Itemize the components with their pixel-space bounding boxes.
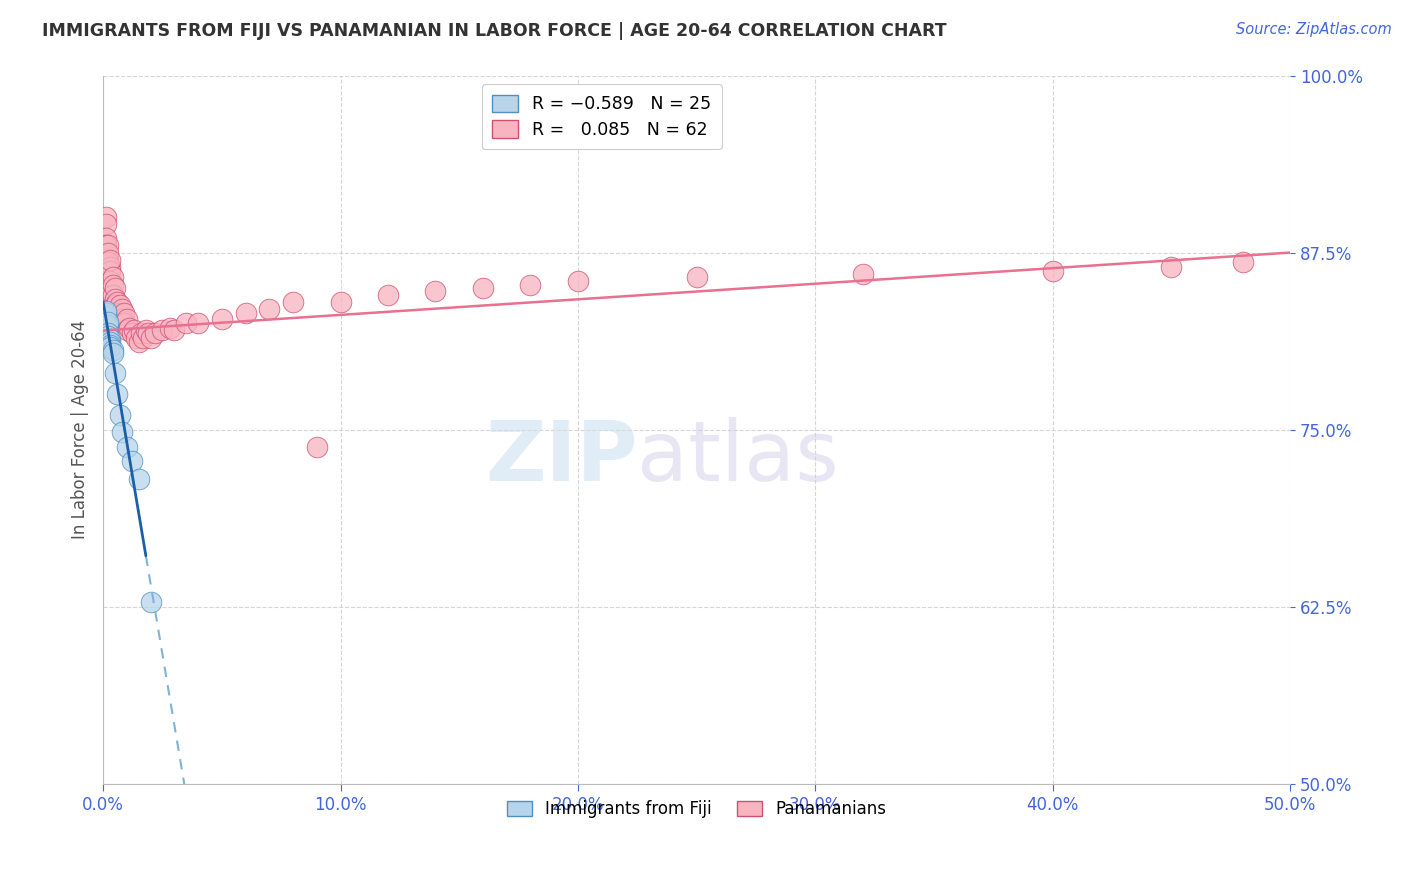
Point — [97, 238, 120, 252]
Point — [97, 245, 120, 260]
Point — [97, 329, 120, 343]
Point — [1160, 260, 1182, 274]
Point — [98, 274, 121, 288]
Point — [125, 330, 148, 344]
Point — [98, 334, 121, 349]
Point — [98, 337, 121, 351]
Point — [104, 298, 127, 312]
Point — [108, 306, 131, 320]
Point — [852, 267, 875, 281]
Point — [97, 326, 120, 341]
Point — [94, 315, 117, 329]
Point — [94, 238, 117, 252]
Legend: Immigrants from Fiji, Panamanians: Immigrants from Fiji, Panamanians — [501, 794, 893, 825]
Point — [94, 210, 117, 224]
Point — [1232, 255, 1254, 269]
Point — [139, 595, 162, 609]
Point — [98, 284, 121, 298]
Point — [174, 317, 197, 331]
Point — [94, 310, 117, 324]
Point — [567, 274, 589, 288]
Point — [98, 252, 121, 267]
Point — [108, 298, 131, 312]
Point — [111, 312, 134, 326]
Point — [101, 343, 124, 358]
Point — [111, 425, 134, 440]
Point — [105, 310, 128, 324]
Point — [329, 295, 352, 310]
Point — [97, 252, 120, 267]
Point — [187, 317, 209, 331]
Point — [129, 326, 152, 341]
Point — [101, 346, 124, 360]
Point — [377, 288, 399, 302]
Point — [98, 264, 121, 278]
Text: Source: ZipAtlas.com: Source: ZipAtlas.com — [1236, 22, 1392, 37]
Point — [101, 288, 124, 302]
Point — [101, 269, 124, 284]
Point — [143, 326, 166, 341]
Point — [472, 281, 495, 295]
Point — [685, 269, 707, 284]
Point — [97, 315, 120, 329]
Point — [425, 284, 447, 298]
Point — [235, 306, 257, 320]
Point — [94, 303, 117, 318]
Point — [97, 320, 120, 334]
Y-axis label: In Labor Force | Age 20-64: In Labor Force | Age 20-64 — [72, 320, 89, 539]
Point — [94, 231, 117, 245]
Point — [1042, 264, 1064, 278]
Point — [104, 293, 127, 307]
Point — [135, 323, 157, 337]
Text: ZIP: ZIP — [485, 417, 637, 499]
Point — [115, 323, 138, 337]
Point — [105, 295, 128, 310]
Point — [115, 312, 138, 326]
Point — [281, 295, 304, 310]
Point — [94, 306, 117, 320]
Text: atlas: atlas — [637, 417, 839, 499]
Point — [121, 454, 143, 468]
Point — [98, 260, 121, 274]
Point — [211, 312, 233, 326]
Point — [136, 326, 159, 341]
Point — [114, 317, 136, 331]
Point — [97, 323, 120, 337]
Point — [132, 330, 155, 344]
Point — [94, 217, 117, 231]
Point — [305, 440, 328, 454]
Point — [94, 312, 117, 326]
Point — [139, 330, 162, 344]
Point — [104, 281, 127, 295]
Point — [104, 366, 127, 380]
Point — [98, 332, 121, 346]
Point — [101, 278, 124, 293]
Point — [97, 255, 120, 269]
Point — [152, 323, 174, 337]
Point — [97, 318, 120, 332]
Point — [105, 387, 128, 401]
Point — [108, 409, 131, 423]
Point — [114, 306, 136, 320]
Point — [259, 302, 281, 317]
Point — [519, 278, 541, 293]
Text: IMMIGRANTS FROM FIJI VS PANAMANIAN IN LABOR FORCE | AGE 20-64 CORRELATION CHART: IMMIGRANTS FROM FIJI VS PANAMANIAN IN LA… — [42, 22, 946, 40]
Point — [118, 320, 141, 334]
Point — [111, 302, 134, 317]
Point — [128, 472, 150, 486]
Point — [115, 440, 138, 454]
Point — [122, 323, 145, 337]
Point — [98, 341, 121, 355]
Point — [163, 323, 186, 337]
Point — [105, 302, 128, 317]
Point — [159, 320, 181, 334]
Point — [121, 326, 143, 341]
Point — [128, 334, 150, 349]
